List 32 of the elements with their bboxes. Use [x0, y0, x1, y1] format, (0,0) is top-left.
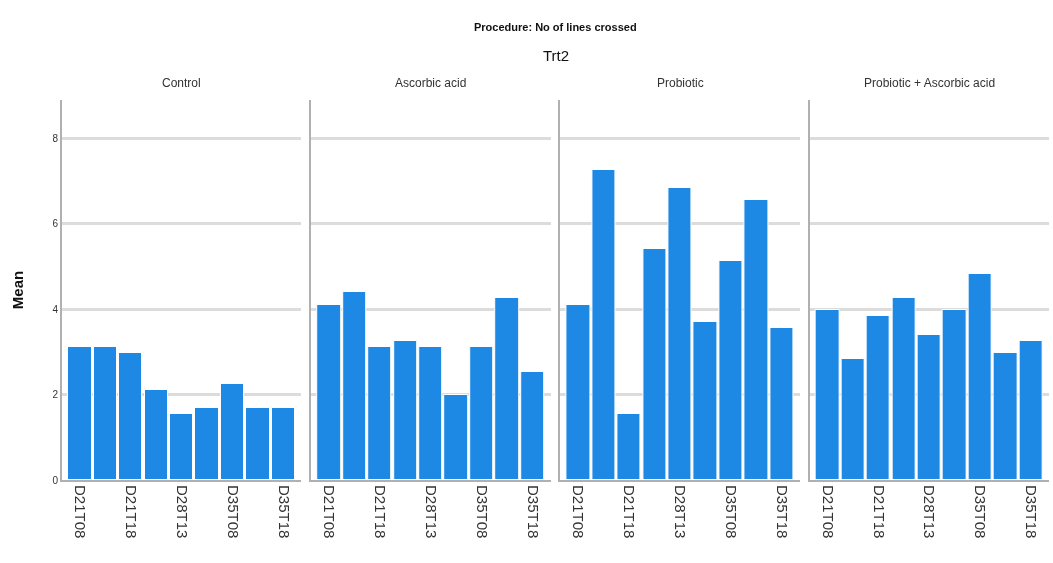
x-tick-label: D21T18 — [621, 485, 639, 539]
x-tick-label: D28T13 — [672, 485, 690, 539]
y-tick-label: 2 — [52, 389, 59, 401]
x-tick-label: D28T13 — [423, 485, 441, 539]
x-tick-label: D21T08 — [570, 485, 588, 539]
y-tick-label: 0 — [52, 474, 59, 486]
x-tick-label: D35T08 — [972, 485, 990, 539]
x-tick-label: D35T18 — [275, 485, 293, 539]
x-tick-label: D28T13 — [173, 485, 191, 539]
x-tick-label: D21T08 — [321, 485, 339, 539]
y-tick-label: 8 — [52, 132, 59, 144]
chart-title: Probiotic + Ascorbic acid — [864, 76, 996, 90]
x-tick-label: D35T18 — [1023, 485, 1041, 539]
y-tick-label: 4 — [52, 303, 59, 315]
x-tick-label: D28T13 — [921, 485, 939, 539]
x-tick-label: D21T18 — [870, 485, 888, 539]
chart-title: Control — [162, 76, 201, 90]
x-tick-label: D35T18 — [524, 485, 542, 539]
x-tick-label: D35T08 — [473, 485, 491, 539]
x-tick-label: D21T08 — [819, 485, 837, 539]
x-tick-label: D35T08 — [224, 485, 242, 539]
y-axis-title: Mean — [9, 270, 27, 310]
text: Procedure: No of lines crossed — [474, 21, 637, 33]
y-tick-label: 6 — [52, 218, 59, 230]
chart-title: Probiotic — [657, 76, 704, 90]
chart-title: Ascorbic acid — [395, 76, 467, 90]
x-tick-label: D35T08 — [723, 485, 741, 539]
x-tick-label: D21T18 — [372, 485, 390, 539]
x-tick-label: D21T08 — [71, 485, 89, 539]
text: Trt2 — [543, 47, 570, 64]
x-tick-label: D35T18 — [774, 485, 792, 539]
x-tick-label: D21T18 — [122, 485, 140, 539]
